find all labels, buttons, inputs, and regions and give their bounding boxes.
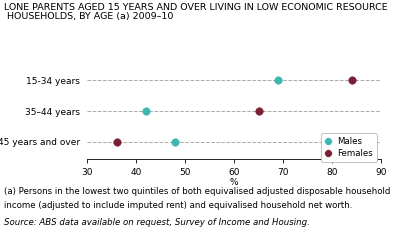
Text: HOUSEHOLDS, BY AGE (a) 2009–10: HOUSEHOLDS, BY AGE (a) 2009–10 bbox=[4, 12, 173, 22]
Text: (a) Persons in the lowest two quintiles of both equivalised adjusted disposable : (a) Persons in the lowest two quintiles … bbox=[4, 187, 390, 196]
X-axis label: %: % bbox=[230, 178, 239, 187]
Legend: Males, Females: Males, Females bbox=[321, 133, 377, 162]
Text: LONE PARENTS AGED 15 YEARS AND OVER LIVING IN LOW ECONOMIC RESOURCE: LONE PARENTS AGED 15 YEARS AND OVER LIVI… bbox=[4, 3, 387, 12]
Text: Source: ABS data available on request, Survey of Income and Housing.: Source: ABS data available on request, S… bbox=[4, 218, 310, 227]
Text: income (adjusted to include imputed rent) and equivalised household net worth.: income (adjusted to include imputed rent… bbox=[4, 201, 353, 210]
